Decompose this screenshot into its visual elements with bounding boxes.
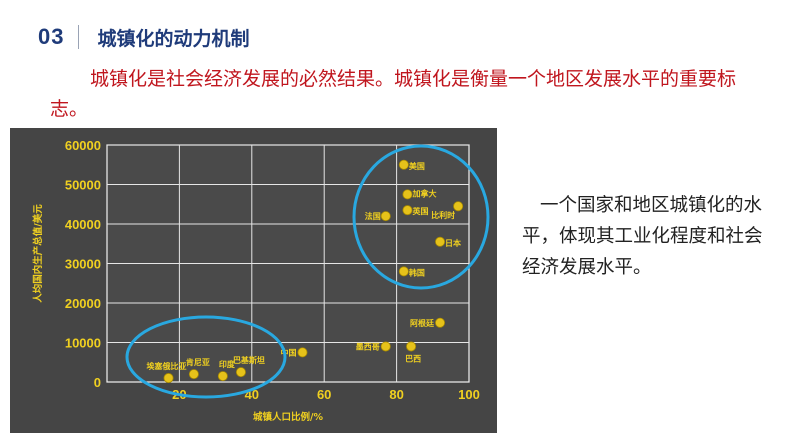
data-point-label: 英国 (411, 206, 428, 216)
side-paragraph: 一个国家和地区城镇化的水平，体现其工业化程度和社会经济发展水平。 (522, 195, 763, 278)
data-point-label: 印度 (219, 359, 236, 369)
data-point-label: 日本 (445, 238, 461, 248)
data-point-label: 阿根廷 (410, 318, 435, 328)
y-tick-label: 40000 (65, 217, 101, 232)
x-tick-label: 80 (389, 387, 403, 402)
section-header: 03 城镇化的动力机制 (38, 22, 250, 52)
data-point (297, 347, 308, 358)
y-tick-label: 50000 (65, 178, 101, 193)
data-point (235, 367, 246, 378)
developed-highlight-ellipse (352, 144, 490, 290)
data-point-label: 埃塞俄比亚 (147, 361, 187, 371)
data-point (163, 373, 174, 384)
data-point-label: 巴基斯坦 (233, 355, 265, 365)
data-point (380, 341, 391, 352)
x-tick-label: 60 (317, 387, 331, 402)
data-point (398, 266, 409, 277)
data-point (188, 369, 199, 380)
data-point (380, 211, 391, 222)
y-tick-label: 60000 (65, 138, 101, 153)
developing-highlight-ellipse (125, 315, 287, 399)
y-tick-label: 30000 (65, 257, 101, 272)
data-point (435, 317, 446, 328)
section-number: 03 (38, 24, 65, 49)
data-point (406, 341, 417, 352)
y-axis-label: 人均国内生产总值/美元 (32, 204, 44, 303)
data-point (217, 371, 228, 382)
header-divider (78, 25, 80, 49)
x-axis-label: 城镇人口比例/% (253, 411, 323, 423)
data-point (398, 159, 409, 170)
data-point-label: 加拿大 (411, 188, 436, 198)
section-title: 城镇化的动力机制 (97, 27, 250, 50)
data-point-label: 美国 (409, 161, 425, 171)
data-point (402, 205, 413, 216)
data-point-label: 法国 (365, 211, 381, 221)
y-tick-label: 20000 (65, 296, 101, 311)
data-point-label: 巴西 (405, 354, 421, 363)
intro-paragraph: 城镇化是社会经济发展的必然结果。城镇化是衡量一个地区发展水平的重要标志。 (50, 68, 737, 120)
x-tick-label: 100 (458, 387, 480, 402)
data-point (453, 201, 464, 212)
y-tick-label: 10000 (65, 336, 101, 351)
data-point-label: 墨西哥 (356, 341, 380, 351)
data-point (435, 236, 446, 247)
data-point (402, 189, 413, 200)
y-tick-label: 0 (94, 375, 101, 390)
scatter-chart-panel: 0 10000 20000 30000 40000 50000 60000 20 40 60 80 1… (10, 128, 497, 433)
data-point-label: 比利时 (431, 210, 455, 220)
data-point-label: 韩国 (409, 267, 425, 277)
data-point-label: 肯尼亚 (186, 357, 210, 367)
data-point-label: 中国 (280, 347, 296, 357)
